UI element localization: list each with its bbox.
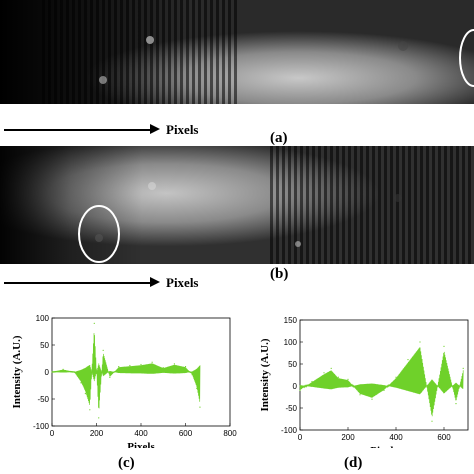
data-point — [337, 376, 339, 378]
x-tick-label: 200 — [90, 429, 104, 438]
x-tick-label: 600 — [179, 429, 193, 438]
panel-letter-c: (c) — [118, 455, 135, 471]
data-point — [191, 374, 193, 376]
y-axis-title: Intensity (A.U.) — [259, 338, 271, 411]
data-point — [359, 394, 361, 396]
data-point — [80, 382, 82, 384]
pixels-arrow-a: Pixels — [0, 122, 220, 138]
data-point — [162, 367, 164, 369]
y-tick-label: 100 — [284, 338, 298, 347]
data-point — [118, 366, 120, 368]
y-tick-label: 0 — [45, 368, 50, 377]
data-point — [443, 345, 445, 347]
x-tick-label: 800 — [223, 429, 237, 438]
data-point — [330, 367, 332, 369]
y-tick-label: 0 — [293, 382, 298, 391]
panel-letter-a: (a) — [270, 130, 288, 146]
data-point — [407, 359, 409, 361]
series-line — [299, 347, 464, 417]
data-point — [73, 371, 75, 373]
data-point — [102, 349, 104, 351]
interferogram-image-a — [0, 0, 474, 104]
data-point — [151, 361, 153, 363]
y-tick-label: 50 — [288, 360, 297, 369]
y-tick-label: -50 — [37, 395, 49, 404]
pixels-arrow-b: Pixels — [0, 275, 220, 291]
panel-letter-b: (b) — [270, 266, 289, 282]
data-point — [371, 398, 373, 400]
panel-letter-d: (d) — [344, 455, 363, 471]
y-tick-label: -50 — [285, 404, 297, 413]
highlight-ellipse-b — [78, 205, 120, 263]
data-point — [431, 420, 433, 422]
data-point — [323, 372, 325, 374]
y-tick-label: 150 — [284, 316, 298, 325]
data-point — [51, 371, 53, 373]
series-line — [51, 333, 201, 409]
interferogram-a-svg — [0, 0, 474, 104]
y-axis-title: Intensity (A.U.) — [11, 335, 23, 408]
y-tick-label: 50 — [40, 341, 49, 350]
x-tick-label: 600 — [437, 433, 451, 442]
data-point — [173, 363, 175, 365]
y-tick-label: -100 — [281, 426, 298, 435]
arrow-head-icon — [150, 277, 160, 287]
interferogram-b-svg — [0, 146, 474, 264]
data-point — [199, 406, 201, 408]
x-tick-label: 0 — [50, 429, 55, 438]
arrow-label-pixels: Pixels — [166, 275, 199, 290]
data-point — [311, 381, 313, 383]
data-point — [98, 417, 100, 419]
data-point — [455, 403, 457, 405]
x-tick-label: 400 — [134, 429, 148, 438]
arrow-line — [4, 129, 152, 131]
y-tick-label: 100 — [36, 314, 50, 323]
intensity-chart-d: 0 200 400 600 150 100 50 0 -50 -100 Pixels Intensit… — [259, 316, 469, 448]
interferogram-image-b — [0, 146, 474, 264]
data-point — [299, 389, 301, 391]
arrow-label-pixels: Pixels — [166, 122, 199, 137]
x-tick-label: 200 — [341, 433, 355, 442]
data-point — [84, 393, 86, 395]
x-tick-label: 0 — [298, 433, 303, 442]
data-point — [93, 322, 95, 324]
intensity-chart-c: 0 200 400 600 800 100 50 0 -50 -100 Pixels Intensit… — [11, 314, 237, 448]
data-point — [462, 367, 464, 369]
x-tick-label: 400 — [389, 433, 403, 442]
data-point — [419, 341, 421, 343]
data-point — [89, 409, 91, 411]
y-tick-label: -100 — [33, 422, 50, 431]
data-point — [140, 363, 142, 366]
data-point — [129, 364, 131, 367]
arrow-head-icon — [150, 124, 160, 134]
data-point — [347, 378, 349, 380]
data-point — [383, 389, 385, 391]
data-point — [184, 366, 187, 368]
x-axis-title: Pixels — [127, 441, 155, 448]
highlight-ellipse-a — [459, 29, 474, 87]
arrow-line — [4, 282, 152, 284]
data-point — [395, 376, 397, 378]
data-point — [109, 376, 111, 378]
x-axis-title: Pixels — [370, 445, 398, 448]
data-point — [62, 368, 64, 370]
data-point — [196, 387, 198, 389]
